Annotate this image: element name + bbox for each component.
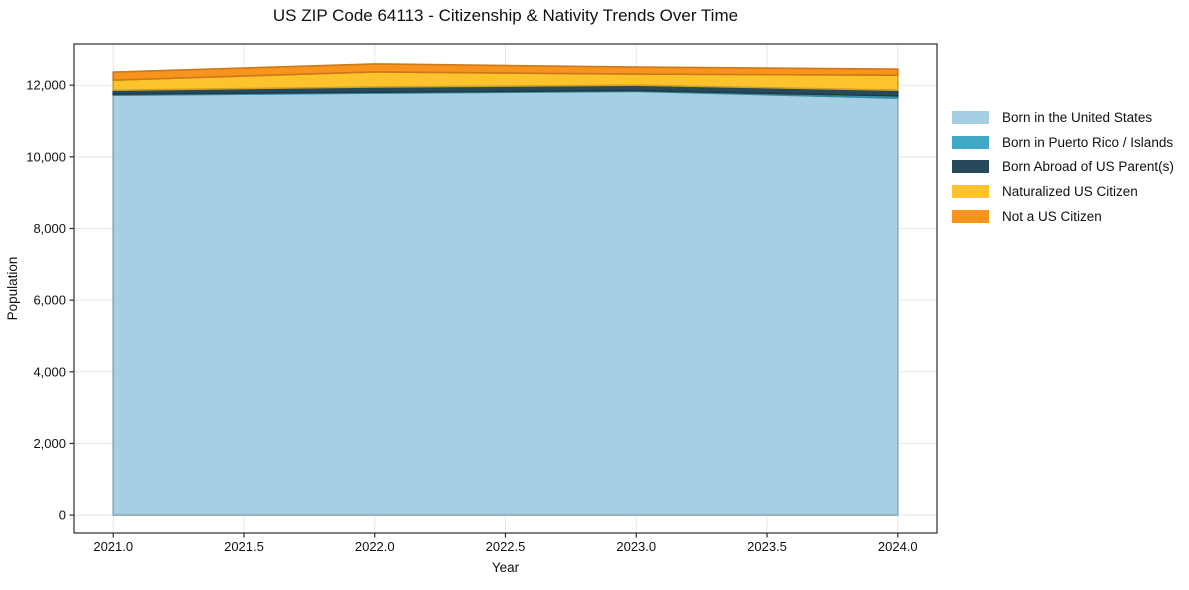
legend-swatch-icon <box>952 110 989 124</box>
x-tick-label: 2021.0 <box>93 539 133 554</box>
y-tick-label: 4,000 <box>33 364 66 379</box>
x-tick-label: 2021.5 <box>224 539 264 554</box>
y-tick-label: 2,000 <box>33 436 66 451</box>
legend-item-born-in-the-united-states: Born in the United States <box>952 105 1174 130</box>
x-axis-label: Year <box>492 560 520 575</box>
y-tick-label: 10,000 <box>26 149 66 164</box>
y-tick-label: 6,000 <box>33 293 66 308</box>
y-tick-label: 8,000 <box>33 221 66 236</box>
legend-label: Not a US Citizen <box>1002 208 1102 224</box>
legend-item-born-abroad-of-us-parent-s: Born Abroad of US Parent(s) <box>952 154 1174 179</box>
stacked-areas <box>112 63 899 516</box>
x-tick-label: 2023.5 <box>747 539 787 554</box>
y-axis-label: Population <box>5 257 20 321</box>
x-tick-label: 2022.0 <box>355 539 395 554</box>
area-born-in-the-united-states <box>112 90 899 516</box>
area-not-a-us-citizen <box>112 63 899 81</box>
y-tick-label: 0 <box>59 508 66 523</box>
legend-swatch-icon <box>952 184 989 198</box>
x-tick-label: 2024.0 <box>878 539 918 554</box>
legend-label: Naturalized US Citizen <box>1002 183 1138 199</box>
legend-label: Born Abroad of US Parent(s) <box>1002 159 1174 175</box>
x-tick-label: 2022.5 <box>486 539 526 554</box>
x-tick-label: 2023.0 <box>616 539 656 554</box>
legend-item-not-a-us-citizen: Not a US Citizen <box>952 204 1174 229</box>
legend-label: Born in the United States <box>1002 109 1153 125</box>
legend: Born in the United States Born in Puerto … <box>952 105 1174 228</box>
legend-item-born-in-puerto-rico-islands: Born in Puerto Rico / Islands <box>952 130 1174 155</box>
tick-marks-and-labels: 2021.0 2021.5 2022.0 2022.5 2023.0 2023.5 2024… <box>26 78 917 554</box>
y-tick-label: 12,000 <box>26 78 66 93</box>
legend-item-naturalized-us-citizen: Naturalized US Citizen <box>952 179 1174 204</box>
legend-swatch-icon <box>952 209 989 223</box>
legend-label: Born in Puerto Rico / Islands <box>1002 134 1174 150</box>
chart-title: US ZIP Code 64113 - Citizenship & Nativi… <box>272 6 739 25</box>
legend-swatch-icon <box>952 160 989 174</box>
legend-swatch-icon <box>952 135 989 149</box>
